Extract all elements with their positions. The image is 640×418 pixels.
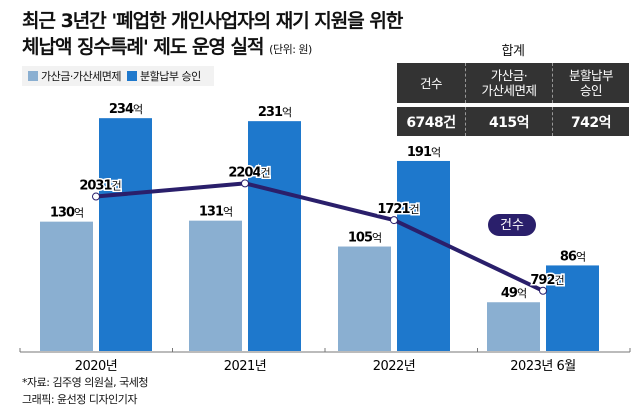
- bar-value-label: 130억: [50, 206, 83, 221]
- legend-swatch-dark: [126, 71, 137, 81]
- credit-note: 그래픽: 윤선정 디자인기자: [22, 393, 138, 406]
- count-value-label: 2031건: [79, 179, 120, 194]
- chart-title: 최근 3년간 '폐업한 개인사업자의 재기 지원을 위한 체납액 징수특례' 제…: [22, 8, 403, 63]
- x-tick-label: 2023년 6월: [510, 359, 575, 374]
- bar-installment: [546, 265, 599, 351]
- count-value-label: 792건: [530, 273, 563, 288]
- count-line: [95, 181, 544, 293]
- unit-label: (단위: 원): [269, 43, 312, 56]
- summary-header-count: 건수: [397, 63, 466, 103]
- count-series-badge-label: 건수: [500, 218, 524, 233]
- summary-header-exemption: 가산금· 가산세면제: [466, 63, 553, 103]
- bar-exemption: [338, 246, 391, 351]
- x-tick-label: 2020년: [75, 359, 118, 374]
- count-point: [241, 179, 249, 188]
- footer: *자료: 김주영 의원실, 국세청 그래픽: 윤선정 디자인기자: [22, 374, 149, 408]
- summary-value-exemption: 415억: [466, 107, 553, 136]
- bar-installment: [99, 118, 152, 351]
- legend-label-0: 가산금·가산세면제: [41, 70, 121, 83]
- count-value-label: 2204건: [228, 165, 269, 180]
- bar-value-label: 234억: [109, 102, 142, 117]
- bar-value-label: 191억: [407, 145, 440, 160]
- count-point: [92, 192, 100, 201]
- bar-value-label: 105억: [348, 231, 381, 246]
- bar-exemption: [487, 302, 540, 351]
- bar-exemption: [189, 220, 242, 351]
- summary-value-installment: 742억: [553, 107, 629, 136]
- bar-installment: [397, 160, 450, 351]
- summary-value-count: 6748건: [397, 107, 466, 136]
- count-series-badge: [488, 214, 536, 236]
- bar-exemption: [40, 221, 93, 351]
- bar-value-label: 131억: [199, 205, 232, 220]
- title-line-1: 최근 3년간 '폐업한 개인사업자의 재기 지원을 위한: [22, 10, 403, 32]
- legend: 가산금·가산세면제 분할납부 승인: [22, 66, 214, 86]
- title-line-2: 체납액 징수특례' 제도 운영 실적 (단위: 원): [22, 36, 312, 58]
- x-tick-label: 2021년: [224, 359, 267, 374]
- bar-value-label: 231억: [258, 105, 291, 120]
- bar-value-label: 49억: [501, 286, 526, 301]
- count-point: [539, 286, 547, 295]
- count-value-label: 1721건: [377, 202, 418, 217]
- summary-caption: 합계: [501, 44, 525, 59]
- x-tick-label: 2022년: [373, 359, 416, 374]
- legend-swatch-light: [28, 71, 38, 81]
- summary-table: 합계 건수 가산금· 가산세면제 분할납부 승인 6748건 415억 742억: [397, 40, 629, 140]
- summary-header-installment: 분할납부 승인: [553, 63, 629, 103]
- bar-value-label: 86억: [560, 249, 585, 264]
- bar-installment: [248, 121, 301, 351]
- legend-label-1: 분할납부 승인: [139, 70, 201, 83]
- source-note: *자료: 김주영 의원실, 국세청: [22, 376, 149, 389]
- count-point: [390, 216, 398, 225]
